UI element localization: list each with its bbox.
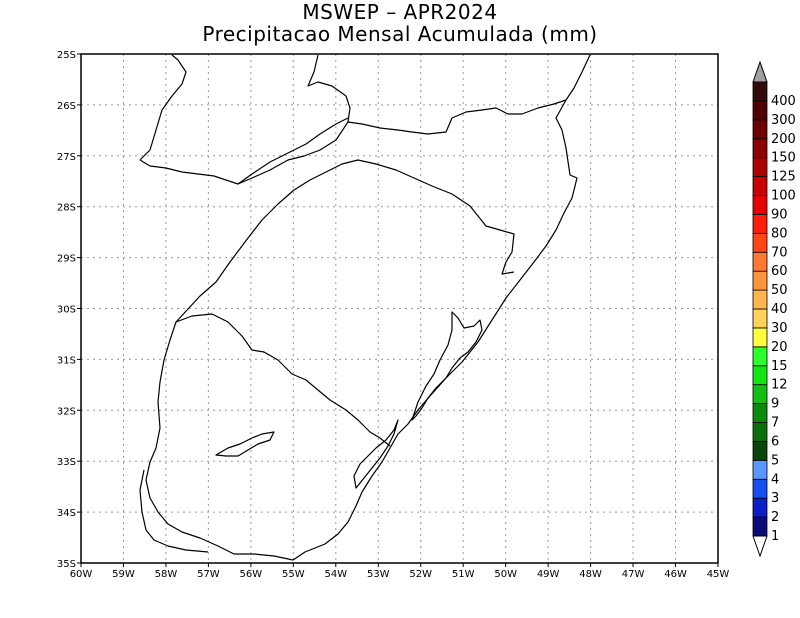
coastline-borders (139, 54, 591, 561)
colorbar-label: 200 (771, 132, 796, 147)
colorbar-swatch (752, 138, 768, 159)
colorbar-label: 9 (771, 397, 779, 412)
lagoa-dos-patos (411, 311, 483, 421)
y-tick-label: 30S (57, 305, 76, 316)
lagoa-mirim (353, 419, 399, 489)
colorbar-swatch (752, 346, 768, 367)
colorbar-swatch (752, 119, 768, 140)
colorbar-label: 150 (771, 151, 796, 166)
x-tick-label: 47W (622, 569, 645, 580)
colorbar-swatch (752, 157, 768, 177)
colorbar-swatch (752, 100, 768, 121)
colorbar-label: 300 (771, 113, 796, 128)
colorbar-swatch (752, 251, 768, 272)
colorbar-swatch (752, 497, 768, 518)
colorbar-label: 2 (771, 510, 779, 525)
colorbar-under-triangle (752, 535, 768, 558)
rio-grande-do-sul-plateau (175, 159, 515, 323)
x-tick-label: 45W (707, 569, 730, 580)
colorbar-label: 1 (771, 529, 779, 544)
y-tick-label: 25S (57, 50, 76, 61)
uruguay-brazil-border (175, 313, 391, 447)
x-tick-label: 59W (112, 569, 135, 580)
misiones-border (139, 54, 187, 161)
western-border (139, 54, 351, 185)
colorbar-swatch (752, 214, 768, 234)
uruguay-west-coast (145, 321, 294, 561)
colorbar-swatch (752, 176, 768, 196)
colorbar-label: 12 (771, 378, 788, 393)
y-tick-label: 28S (57, 203, 76, 214)
colorbar-swatch (752, 289, 768, 310)
x-tick-label: 46W (664, 569, 687, 580)
y-tick-label: 26S (57, 101, 76, 112)
x-tick-label: 57W (197, 569, 220, 580)
x-tick-label: 48W (579, 569, 602, 580)
colorbar-swatch (752, 478, 768, 499)
colorbar-label: 400 (771, 94, 796, 109)
colorbar-label: 6 (771, 434, 779, 449)
colorbar-label: 40 (771, 302, 788, 317)
y-tick-label: 34S (57, 508, 76, 519)
colorbar-label: 4 (771, 472, 779, 487)
colorbar-swatch (752, 516, 768, 537)
colorbar-label: 3 (771, 491, 779, 506)
y-tick-label: 32S (57, 406, 76, 417)
x-tick-label: 56W (240, 569, 263, 580)
colorbar-swatch (752, 195, 768, 215)
colorbar-swatch (752, 270, 768, 291)
x-tick-label: 50W (494, 569, 517, 580)
x-tick-label: 51W (452, 569, 475, 580)
colorbar-over-triangle (752, 60, 768, 83)
colorbar-label: 15 (771, 359, 788, 374)
x-tick-label: 58W (155, 569, 178, 580)
colorbar-swatch (752, 422, 768, 442)
brazil-argentina-border (347, 99, 567, 135)
y-tick-label: 29S (57, 254, 76, 265)
colorbar-swatch (752, 81, 768, 102)
colorbar-swatch (752, 232, 768, 253)
rio-de-la-plata-west (139, 469, 209, 553)
colorbar-swatch (752, 384, 768, 404)
colorbar-swatch (752, 365, 768, 386)
atlantic-coastline (292, 54, 591, 561)
x-tick-label: 49W (537, 569, 560, 580)
colorbar-label: 90 (771, 207, 788, 222)
map-subtitle: Precipitacao Mensal Acumulada (mm) (202, 22, 598, 46)
colorbar-label: 20 (771, 340, 788, 355)
colorbar-label: 7 (771, 416, 779, 431)
colorbar-swatch (752, 403, 768, 423)
longitude-labels: 60W 59W 58W 57W 56W 55W 54W 53W 52W 51W 50W 49W 48W 4… (70, 563, 730, 580)
colorbar-swatch (752, 308, 768, 329)
colorbar-label: 80 (771, 226, 788, 241)
colorbar-label: 60 (771, 264, 788, 279)
y-tick-label: 31S (57, 355, 76, 366)
rio-negro-reservoir (215, 431, 275, 457)
y-tick-label: 27S (57, 152, 76, 163)
x-tick-label: 60W (70, 569, 93, 580)
map-title: MSWEP – APR2024 (302, 0, 498, 24)
x-tick-label: 52W (409, 569, 432, 580)
colorbar-swatch (752, 459, 768, 480)
colorbar-label: 50 (771, 283, 788, 298)
rio-grande-do-sul-north-border (237, 117, 349, 185)
latitude-labels: 25S 26S 27S 28S 29S 30S 31S 32S 33S 34S 35S (57, 50, 81, 570)
x-tick-label: 55W (282, 569, 305, 580)
colorbar-label: 5 (771, 453, 779, 468)
y-tick-label: 35S (57, 559, 76, 570)
colorbar-label: 125 (771, 170, 796, 185)
x-tick-label: 54W (324, 569, 347, 580)
y-tick-label: 33S (57, 457, 76, 468)
x-tick-label: 53W (367, 569, 390, 580)
colorbar-swatch (752, 327, 768, 348)
colorbar-label: 30 (771, 321, 788, 336)
colorbar: 1234567912152030405060708090100125150200… (752, 60, 796, 558)
colorbar-swatch (752, 441, 768, 461)
colorbar-label: 100 (771, 189, 796, 204)
gridlines (81, 54, 718, 563)
colorbar-label: 70 (771, 245, 788, 260)
